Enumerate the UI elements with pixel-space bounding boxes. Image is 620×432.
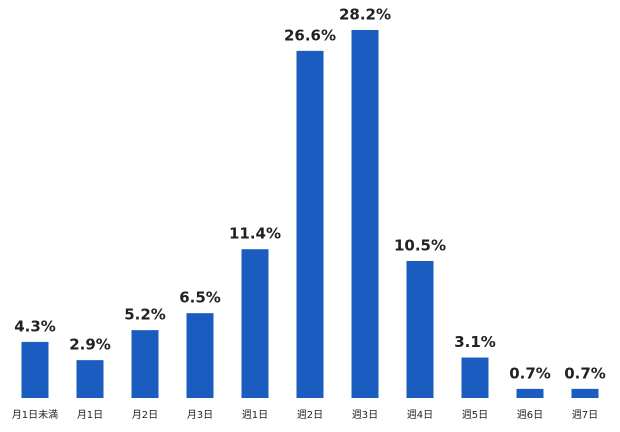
x-tick-label: 月3日 (187, 409, 213, 421)
value-label: 11.4% (229, 225, 281, 243)
bar (351, 30, 379, 398)
bar (131, 330, 159, 398)
value-label: 5.2% (124, 306, 166, 324)
x-tick-label: 週5日 (462, 409, 488, 421)
value-label: 26.6% (284, 26, 336, 44)
value-label: 2.9% (69, 336, 111, 354)
x-tick-label: 月1日 (77, 409, 103, 421)
bar (296, 50, 324, 399)
bar (461, 357, 489, 398)
x-tick-label: 週6日 (517, 409, 543, 421)
bar (406, 260, 434, 398)
bar (186, 313, 214, 398)
bar (76, 360, 104, 398)
x-tick-label: 週2日 (297, 409, 323, 421)
x-tick-label: 週3日 (352, 409, 378, 421)
value-label: 28.2% (339, 6, 391, 24)
bar (571, 388, 599, 398)
x-tick-label: 週1日 (242, 409, 268, 421)
value-label: 10.5% (394, 236, 446, 254)
x-tick-label: 週7日 (572, 409, 598, 421)
x-tick-label: 月1日未満 (12, 409, 58, 421)
bar (516, 388, 544, 398)
value-label: 4.3% (14, 317, 56, 335)
value-label: 0.7% (564, 364, 606, 382)
bar (241, 249, 269, 398)
value-label: 3.1% (454, 333, 496, 351)
x-tick-label: 週4日 (407, 409, 433, 421)
bar (21, 341, 49, 398)
value-label: 0.7% (509, 364, 551, 382)
value-label: 6.5% (179, 289, 221, 307)
x-tick-label: 月2日 (132, 409, 158, 421)
